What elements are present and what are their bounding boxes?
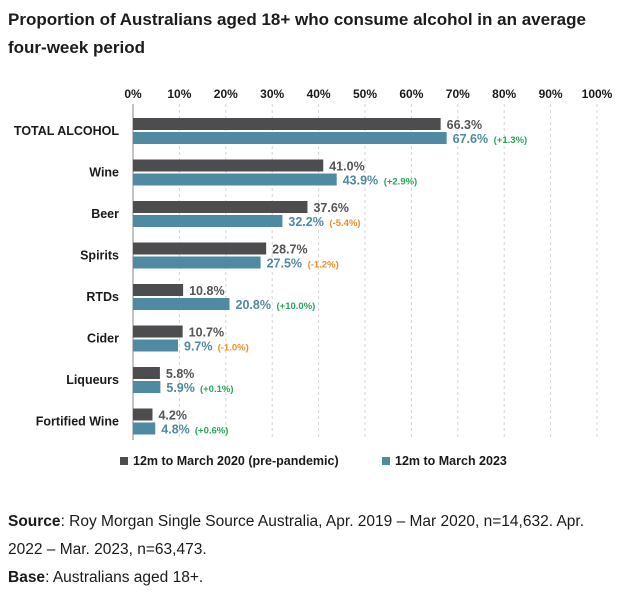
data-label-2023: 67.6% (453, 132, 488, 146)
bar-2020 (133, 159, 324, 172)
category-label: Wine (89, 166, 119, 180)
bar-2020 (133, 325, 183, 338)
bar-2023 (133, 132, 447, 144)
data-label-2020: 37.6% (313, 201, 348, 215)
data-label-2023: 9.7% (184, 340, 213, 354)
change-label: (-1.2%) (308, 260, 339, 271)
bar-2023 (133, 422, 156, 435)
data-label-2023: 32.2% (288, 215, 323, 229)
x-tick-label: 90% (539, 87, 563, 101)
bar-2023 (133, 256, 261, 269)
x-tick-label: 40% (307, 87, 331, 101)
base-text: : Australians aged 18+. (45, 569, 204, 586)
legend-swatch-2023 (382, 457, 390, 465)
data-label-2023: 20.8% (236, 298, 271, 312)
data-label-2023: 27.5% (267, 257, 302, 271)
legend-swatch-2020 (120, 457, 128, 465)
data-label-2023: 5.9% (166, 381, 195, 395)
legend-label-2020: 12m to March 2020 (pre-pandemic) (133, 454, 339, 468)
x-tick-label: 0% (124, 87, 142, 101)
category-label: TOTAL ALCOHOL (14, 124, 119, 138)
change-label: (-5.4%) (329, 218, 360, 229)
change-label: (+0.1%) (200, 384, 234, 395)
bar-2020 (133, 118, 441, 130)
data-label-2020: 41.0% (329, 160, 364, 174)
x-tick-label: 10% (167, 87, 191, 101)
source-text: : Roy Morgan Single Source Australia, Ap… (8, 513, 585, 558)
data-label-2020: 10.7% (189, 326, 224, 340)
category-label: Beer (91, 207, 119, 221)
source-label: Source (8, 513, 61, 530)
bar-2020 (133, 201, 308, 213)
x-tick-label: 80% (492, 87, 516, 101)
chart-title: Proportion of Australians aged 18+ who c… (8, 10, 586, 57)
data-label-2023: 4.8% (161, 423, 190, 437)
category-label: Fortified Wine (36, 415, 119, 429)
bar-2020 (133, 408, 153, 421)
x-tick-label: 50% (353, 87, 377, 101)
bar-2023 (133, 381, 161, 393)
change-label: (+2.9%) (384, 177, 418, 188)
change-label: (+10.0%) (277, 301, 316, 312)
category-label: Spirits (80, 249, 119, 263)
bar-2023 (133, 339, 179, 352)
x-tick-label: 70% (446, 87, 470, 101)
data-label-2020: 28.7% (272, 243, 307, 257)
x-tick-label: 60% (399, 87, 423, 101)
data-label-2020: 4.2% (158, 409, 187, 423)
data-label-2020: 66.3% (447, 118, 482, 132)
category-label: Cider (87, 332, 119, 346)
data-label-2023: 43.9% (343, 174, 378, 188)
bar-2020 (133, 284, 184, 296)
bar-2020 (133, 242, 267, 255)
category-label: Liqueurs (66, 373, 119, 387)
base-label: Base (8, 569, 46, 586)
base-note: Base: Australians aged 18+. (8, 564, 608, 592)
legend-label-2023: 12m to March 2023 (395, 454, 507, 468)
bar-2023 (133, 215, 283, 227)
x-tick-label: 20% (214, 87, 238, 101)
bar-2020 (133, 367, 160, 379)
source-note: Source: Roy Morgan Single Source Austral… (8, 508, 608, 564)
bar-chart: 0% 10% 20% 30% 40% 50% 60% 70% 80% 90% 100% TOTAL A… (14, 87, 613, 468)
x-tick-label: 100% (582, 87, 613, 101)
bar-2023 (133, 173, 337, 186)
x-tick-label: 30% (260, 87, 284, 101)
bar-2023 (133, 298, 230, 310)
chart-footer: Source: Roy Morgan Single Source Austral… (8, 508, 608, 592)
change-label: (+1.3%) (494, 135, 528, 146)
change-label: (+0.6%) (195, 426, 229, 437)
change-label: (-1.0%) (218, 343, 249, 354)
data-label-2020: 5.8% (166, 367, 195, 381)
category-label: RTDs (86, 290, 119, 304)
data-label-2020: 10.8% (189, 284, 224, 298)
